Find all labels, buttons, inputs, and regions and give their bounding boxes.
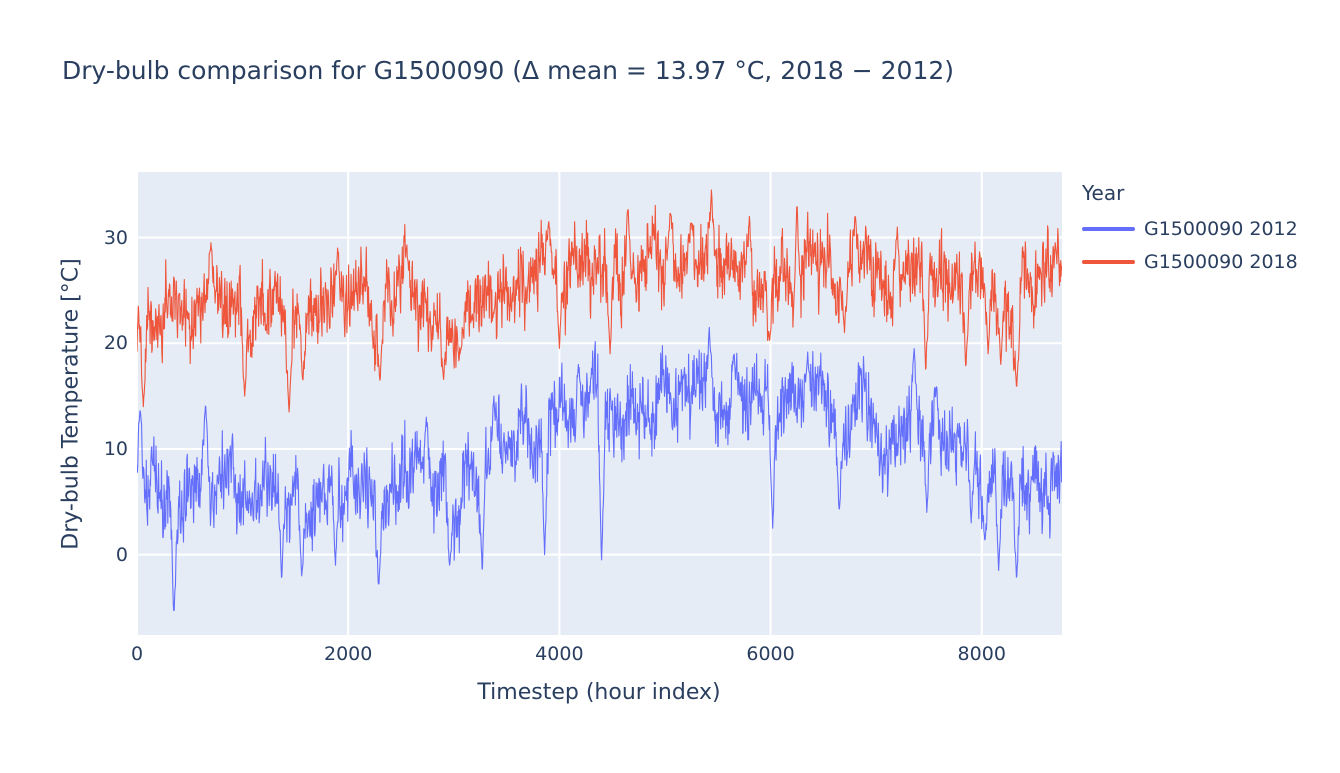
- chart-title: Dry-bulb comparison for G1500090 (Δ mean…: [62, 56, 955, 85]
- legend-item-label: G1500090 2012: [1144, 217, 1298, 240]
- legend-item-g1500090-2012[interactable]: G1500090 2012: [1082, 212, 1298, 245]
- legend-line-swatch: [1082, 259, 1135, 264]
- series-line-g1500090-2018: [137, 189, 1062, 413]
- x-tick-label-6000: 6000: [746, 643, 795, 665]
- x-tick-label-0: 0: [130, 643, 144, 665]
- legend-title: Year: [1082, 181, 1125, 205]
- legend-item-g1500090-2018[interactable]: G1500090 2018: [1082, 245, 1298, 278]
- legend-items: G1500090 2012 G1500090 2018: [1082, 212, 1298, 278]
- x-tick-label-8000: 8000: [957, 643, 1006, 665]
- legend-item-label: G1500090 2018: [1144, 250, 1298, 273]
- y-tick-label-10: 10: [103, 437, 128, 460]
- series-line-g1500090-2012: [137, 326, 1062, 612]
- x-axis-title: Timestep (hour index): [477, 680, 721, 705]
- y-tick-label-0: 0: [115, 543, 128, 566]
- legend-line-swatch: [1082, 226, 1135, 231]
- x-tick-label-2000: 2000: [323, 643, 373, 665]
- x-tick-label-4000: 4000: [535, 643, 584, 665]
- y-tick-label-20: 20: [103, 332, 128, 355]
- legend: Year G1500090 2012 G1500090 2018: [1082, 180, 1298, 278]
- y-axis-title: Dry-bulb Temperature [°C]: [58, 258, 84, 550]
- y-tick-label-30: 30: [103, 226, 128, 249]
